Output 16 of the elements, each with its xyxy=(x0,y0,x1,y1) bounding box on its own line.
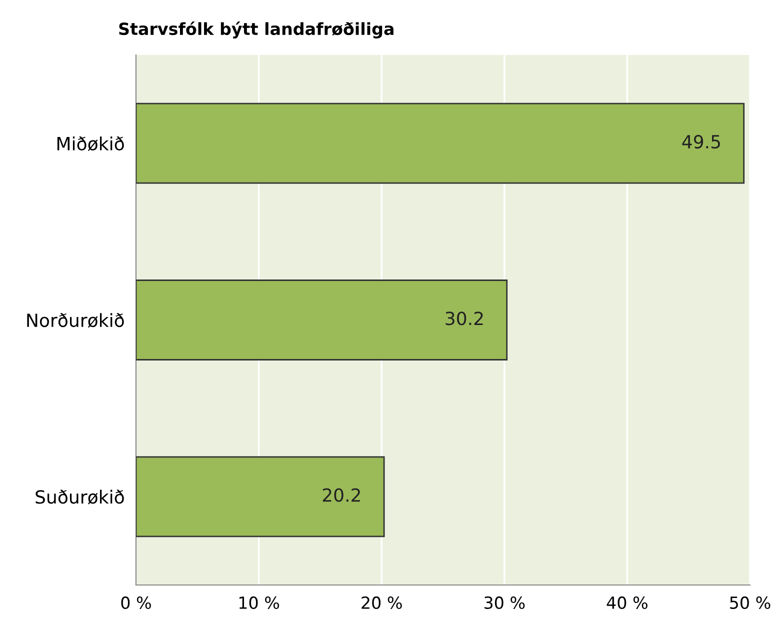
y-tick-label: Suðurøkið xyxy=(36,490,124,504)
x-tick-label: 20 % xyxy=(362,596,402,610)
data-label: 20.2 xyxy=(322,488,360,502)
y-tick-label: Miðøkið xyxy=(57,136,124,152)
chart-title: Starvsfólk býtt landafrøðiliga xyxy=(119,22,394,38)
x-tick-label: 40 % xyxy=(606,596,648,610)
data-label: 30.2 xyxy=(446,312,483,326)
bar xyxy=(136,102,745,184)
x-tick-label: 30 % xyxy=(484,596,525,610)
bar xyxy=(136,280,508,360)
x-tick-label: 10 % xyxy=(239,596,280,610)
bar xyxy=(136,456,385,538)
x-tick-label: 50 % xyxy=(730,596,770,610)
y-tick-label: Norðurøkið xyxy=(27,313,124,328)
x-tick-label: 0 % xyxy=(121,596,151,610)
data-label: 49.5 xyxy=(682,134,720,149)
